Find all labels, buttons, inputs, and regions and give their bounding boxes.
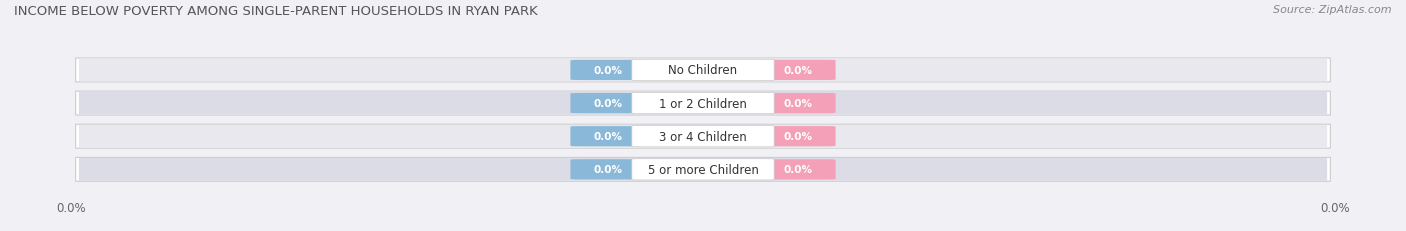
Text: 0.0%: 0.0%: [785, 99, 813, 109]
FancyBboxPatch shape: [571, 94, 645, 114]
Text: 0.0%: 0.0%: [593, 165, 621, 175]
FancyBboxPatch shape: [79, 92, 1327, 115]
FancyBboxPatch shape: [76, 92, 1330, 116]
Text: 0.0%: 0.0%: [785, 66, 813, 76]
FancyBboxPatch shape: [76, 59, 1330, 82]
FancyBboxPatch shape: [571, 61, 645, 81]
Text: 1 or 2 Children: 1 or 2 Children: [659, 97, 747, 110]
FancyBboxPatch shape: [631, 159, 775, 180]
FancyBboxPatch shape: [631, 60, 775, 81]
FancyBboxPatch shape: [76, 125, 1330, 149]
Text: No Children: No Children: [668, 64, 738, 77]
FancyBboxPatch shape: [761, 160, 835, 180]
FancyBboxPatch shape: [761, 61, 835, 81]
Text: 3 or 4 Children: 3 or 4 Children: [659, 130, 747, 143]
Text: 5 or more Children: 5 or more Children: [648, 163, 758, 176]
Text: INCOME BELOW POVERTY AMONG SINGLE-PARENT HOUSEHOLDS IN RYAN PARK: INCOME BELOW POVERTY AMONG SINGLE-PARENT…: [14, 5, 538, 18]
FancyBboxPatch shape: [631, 126, 775, 147]
Text: 0.0%: 0.0%: [56, 201, 86, 214]
FancyBboxPatch shape: [79, 125, 1327, 148]
FancyBboxPatch shape: [631, 93, 775, 114]
Text: 0.0%: 0.0%: [593, 132, 621, 142]
Text: 0.0%: 0.0%: [785, 132, 813, 142]
Text: Source: ZipAtlas.com: Source: ZipAtlas.com: [1274, 5, 1392, 15]
FancyBboxPatch shape: [571, 160, 645, 180]
FancyBboxPatch shape: [571, 127, 645, 147]
FancyBboxPatch shape: [761, 94, 835, 114]
FancyBboxPatch shape: [79, 59, 1327, 82]
Text: 0.0%: 0.0%: [1320, 201, 1350, 214]
Text: 0.0%: 0.0%: [593, 99, 621, 109]
Text: 0.0%: 0.0%: [593, 66, 621, 76]
FancyBboxPatch shape: [76, 158, 1330, 182]
Text: 0.0%: 0.0%: [785, 165, 813, 175]
FancyBboxPatch shape: [761, 127, 835, 147]
FancyBboxPatch shape: [79, 158, 1327, 181]
